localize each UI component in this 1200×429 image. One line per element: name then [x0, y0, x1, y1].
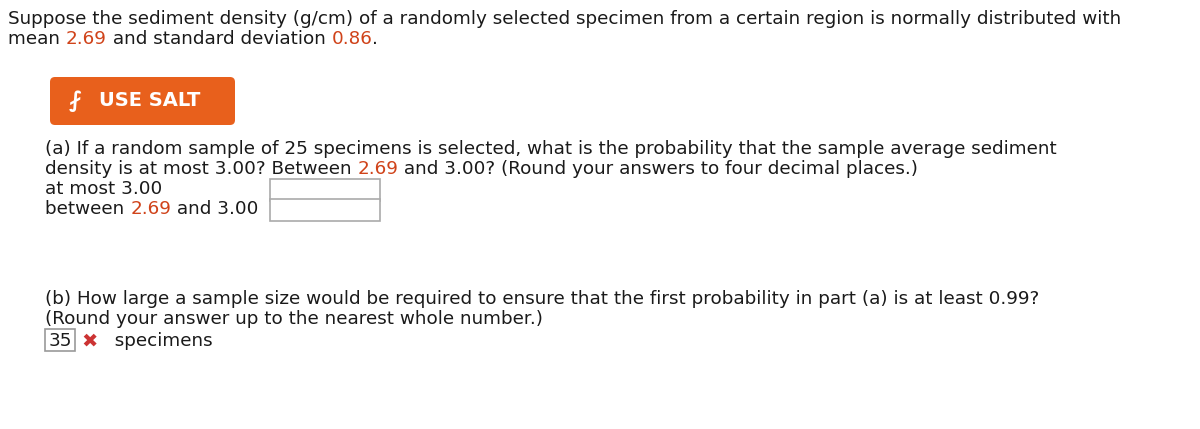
Text: USE SALT: USE SALT	[98, 91, 200, 111]
Text: and 3.00? (Round your answers to four decimal places.): and 3.00? (Round your answers to four de…	[398, 160, 918, 178]
Text: Suppose the sediment density (g/cm) of a randomly selected specimen from a certa: Suppose the sediment density (g/cm) of a…	[8, 10, 1121, 28]
Text: (Round your answer up to the nearest whole number.): (Round your answer up to the nearest who…	[46, 310, 542, 328]
FancyBboxPatch shape	[46, 329, 74, 351]
Text: mean: mean	[8, 30, 66, 48]
Text: .: .	[372, 30, 378, 48]
Text: and 3.00: and 3.00	[172, 200, 258, 218]
Text: (a) If a random sample of 25 specimens is selected, what is the probability that: (a) If a random sample of 25 specimens i…	[46, 140, 1057, 158]
Text: (b) How large a sample size would be required to ensure that the first probabili: (b) How large a sample size would be req…	[46, 290, 1039, 308]
FancyBboxPatch shape	[270, 199, 380, 221]
Text: ⨏: ⨏	[70, 90, 82, 112]
Text: 2.69: 2.69	[130, 200, 172, 218]
Text: 2.69: 2.69	[358, 160, 398, 178]
Text: 2.69: 2.69	[66, 30, 107, 48]
Text: at most 3.00: at most 3.00	[46, 180, 162, 198]
Text: density is at most 3.00? Between: density is at most 3.00? Between	[46, 160, 358, 178]
FancyBboxPatch shape	[270, 179, 380, 201]
Text: and standard deviation: and standard deviation	[107, 30, 331, 48]
Text: specimens: specimens	[103, 332, 212, 350]
Text: 35: 35	[48, 332, 72, 350]
Text: between: between	[46, 200, 130, 218]
Text: ✖: ✖	[82, 332, 97, 350]
FancyBboxPatch shape	[50, 77, 235, 125]
Text: 0.86: 0.86	[331, 30, 372, 48]
